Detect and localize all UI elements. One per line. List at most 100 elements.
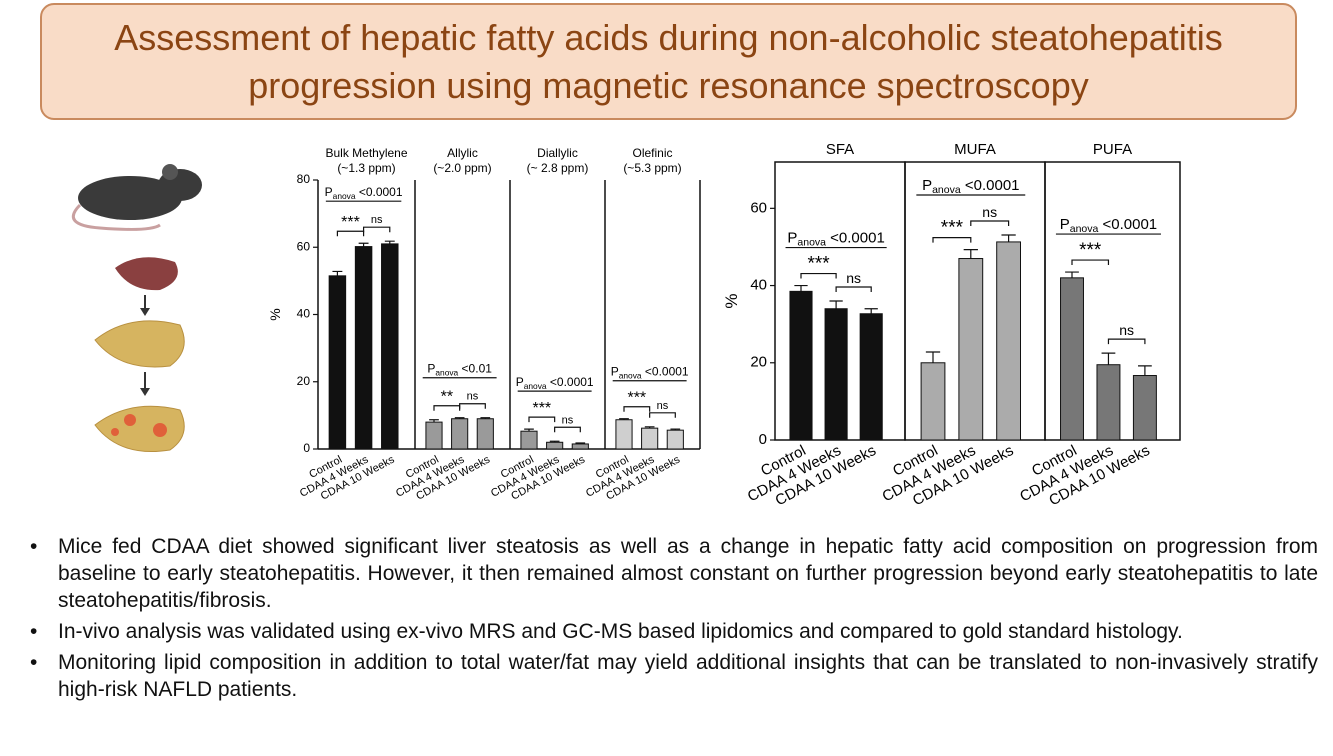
sig-bracket (433, 405, 461, 411)
anova-p: P (1060, 216, 1070, 233)
sig-bracket (459, 403, 486, 409)
anova-text: <0.0001 (826, 230, 885, 247)
bullet: Mice fed CDAA diet showed significant li… (30, 533, 1318, 614)
panel-title: Allylic (447, 146, 478, 160)
title-box: Assessment of hepatic fatty acids during… (40, 3, 1297, 120)
sig-bracket (554, 426, 581, 433)
bar (859, 313, 883, 441)
error-bar (794, 284, 808, 292)
sig-label: ns (657, 400, 669, 412)
anova-p: P (787, 230, 797, 247)
anova-p: P (922, 177, 932, 194)
sig-bracket (932, 237, 972, 243)
bar (354, 246, 373, 450)
sig-label: ns (846, 270, 861, 286)
panel-title: (~2.0 ppm) (433, 161, 491, 175)
error-bar (1065, 271, 1079, 278)
anova-text: <0.01 (458, 362, 492, 376)
sig-label: *** (941, 218, 964, 239)
panel-title: Bulk Methylene (325, 146, 407, 160)
anova-label: Panova <0.0001 (787, 230, 884, 249)
sig-label: *** (341, 214, 360, 231)
panel-title: (~ 2.8 ppm) (527, 161, 589, 175)
bar (381, 243, 399, 450)
error-bar (480, 417, 491, 419)
error-bar (524, 428, 534, 432)
sig-bracket (649, 412, 676, 418)
bar (425, 421, 443, 450)
error-bar (963, 249, 978, 259)
bar (996, 241, 1022, 441)
sig-bracket (800, 272, 837, 279)
error-bar (925, 351, 941, 363)
title-line: Assessment of hepatic fatty acids during… (114, 16, 1223, 58)
anova-sub: anova (797, 237, 826, 249)
sig-label: ns (562, 414, 574, 426)
panel-title: (~5.3 ppm) (623, 161, 681, 175)
y-tick-label: 80 (297, 172, 311, 186)
bar (476, 418, 494, 450)
sig-bracket (1107, 338, 1146, 345)
panel-title: Olefinic (632, 146, 672, 160)
anova-p: P (325, 185, 333, 199)
anova-sub: anova (435, 368, 458, 378)
sig-label: *** (807, 254, 830, 275)
error-bar (575, 442, 586, 444)
error-bar (1001, 234, 1016, 242)
panel-title: MUFA (954, 141, 996, 158)
anova-text: <0.0001 (547, 375, 594, 389)
error-bar (549, 440, 560, 443)
y-tick-label: 0 (759, 431, 767, 448)
illustration (71, 164, 202, 453)
anova-sub: anova (932, 184, 961, 196)
bar (520, 430, 538, 450)
sig-label: *** (627, 390, 646, 407)
anova-label: Panova <0.0001 (325, 185, 403, 201)
bar (920, 362, 946, 441)
anova-p: P (611, 365, 619, 379)
anova-p: P (427, 362, 435, 376)
sig-label: *** (1079, 240, 1102, 261)
sig-label: ns (1119, 322, 1134, 338)
anova-sub: anova (619, 371, 642, 381)
error-bar (429, 419, 439, 423)
bullet: Monitoring lipid composition in addition… (30, 649, 1318, 703)
bar (1096, 364, 1121, 441)
sig-bracket (1071, 259, 1110, 266)
error-bar (454, 417, 465, 419)
anova-label: Panova <0.0001 (922, 177, 1019, 196)
error-bar (644, 426, 655, 429)
sig-label: ns (371, 214, 383, 226)
y-tick-label: 20 (297, 374, 311, 388)
anova-text: <0.0001 (961, 177, 1020, 194)
sig-label: ** (441, 389, 453, 406)
anova-sub: anova (524, 381, 547, 391)
sig-bracket (336, 230, 365, 237)
sig-label: ns (467, 391, 479, 403)
error-bar (384, 240, 395, 244)
bar (824, 308, 848, 441)
y-tick-label: 40 (750, 277, 767, 294)
error-bar (1138, 365, 1152, 376)
sig-bracket (623, 406, 651, 412)
error-bar (1101, 352, 1116, 365)
anova-text: <0.0001 (642, 365, 689, 379)
sig-bracket (362, 226, 391, 233)
anova-label: Panova <0.0001 (611, 365, 689, 381)
bar (1132, 375, 1157, 441)
error-bar (829, 300, 843, 309)
bar (615, 419, 633, 450)
sig-label: ns (982, 204, 997, 220)
sig-bracket (835, 286, 872, 292)
anova-text: <0.0001 (355, 185, 402, 199)
y-tick-label: 60 (297, 239, 311, 253)
bar (451, 418, 469, 450)
bar (328, 275, 347, 450)
panel-title: (~1.3 ppm) (337, 161, 395, 175)
bar (641, 427, 659, 450)
panel-title: Diallylic (537, 146, 578, 160)
bar (546, 441, 564, 450)
anova-label: Panova <0.0001 (516, 375, 594, 391)
error-bar (619, 418, 629, 420)
